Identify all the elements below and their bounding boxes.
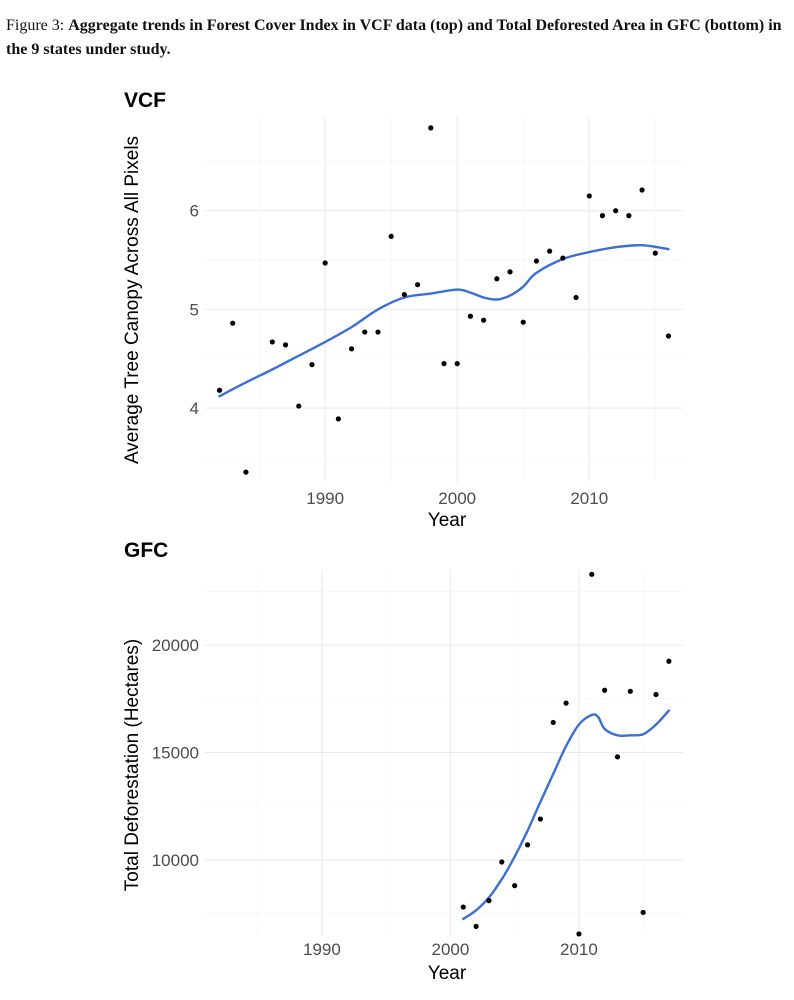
gfc-y-ticks: 10000 15000 20000: [152, 636, 199, 870]
data-point: [573, 294, 579, 301]
y-tick-label: 10000: [152, 851, 199, 870]
data-point: [460, 904, 466, 910]
data-point: [486, 898, 492, 904]
data-point: [322, 260, 328, 266]
data-point: [441, 361, 447, 367]
data-point: [589, 571, 595, 577]
data-point: [428, 125, 434, 131]
caption-text: Aggregate trends in Forest Cover Index i…: [6, 17, 782, 58]
data-point: [348, 346, 355, 352]
data-point: [309, 362, 315, 368]
x-tick-label: 2010: [560, 940, 598, 959]
vcf-points: [216, 125, 672, 475]
data-point: [524, 842, 531, 848]
data-point: [640, 909, 646, 916]
data-point: [639, 187, 645, 193]
data-point: [414, 282, 421, 288]
vcf-trend-line: [218, 243, 670, 398]
vcf-y-axis-title: Average Tree Canopy Across All Pixels: [122, 136, 143, 464]
x-tick-label: 2010: [570, 489, 608, 508]
data-point: [362, 329, 368, 335]
data-point: [494, 276, 500, 282]
gfc-x-ticks: 1990 2000 2010: [303, 940, 598, 959]
data-point: [216, 387, 223, 393]
data-point: [560, 255, 566, 261]
vcf-title: VCF: [124, 89, 166, 112]
figure-caption: Figure 3: Aggregate trends in Forest Cov…: [6, 14, 786, 62]
data-point: [401, 291, 407, 298]
y-tick-label: 6: [190, 202, 199, 221]
data-point: [602, 687, 608, 693]
data-point: [230, 320, 236, 326]
data-point: [547, 248, 553, 254]
data-point: [473, 923, 479, 930]
gfc-title: GFC: [124, 539, 168, 562]
data-point: [665, 333, 672, 339]
data-point: [653, 691, 659, 698]
gfc-y-axis-title: Total Deforestation (Hectares): [122, 639, 143, 891]
data-point: [626, 213, 632, 219]
gfc-chart: GFC 1990 2000 2010 10000 15000 20000 Year To…: [122, 539, 683, 984]
vcf-x-ticks: 1990 2000 2010: [306, 489, 608, 508]
data-point: [499, 859, 505, 865]
y-tick-label: 20000: [152, 636, 199, 655]
vcf-y-ticks: 4 5 6: [190, 202, 199, 418]
data-point: [520, 319, 526, 325]
data-point: [550, 719, 556, 726]
vcf-x-axis-title: Year: [428, 510, 467, 531]
gfc-trend-line: [462, 709, 671, 921]
y-tick-label: 15000: [152, 744, 199, 763]
data-point: [269, 339, 275, 345]
x-tick-label: 2000: [438, 489, 476, 508]
data-point: [481, 317, 487, 323]
x-tick-label: 1990: [306, 489, 344, 508]
vcf-gridlines: [205, 117, 683, 482]
gfc-gridlines: [205, 570, 683, 935]
x-tick-label: 2000: [432, 940, 470, 959]
data-point: [282, 342, 289, 348]
data-point: [507, 269, 513, 275]
data-point: [613, 208, 619, 214]
data-point: [388, 233, 394, 239]
data-point: [243, 469, 249, 475]
data-point: [599, 213, 606, 219]
data-point: [627, 688, 633, 694]
data-point: [576, 931, 582, 937]
data-point: [614, 754, 621, 760]
data-point: [454, 361, 460, 367]
data-point: [375, 329, 381, 335]
data-point: [586, 193, 592, 199]
x-tick-label: 1990: [303, 940, 341, 959]
data-point: [666, 658, 672, 664]
data-point: [563, 700, 569, 706]
data-point: [335, 416, 341, 422]
caption-prefix: Figure 3:: [6, 17, 69, 34]
y-tick-label: 4: [190, 399, 199, 418]
data-point: [537, 816, 543, 822]
vcf-chart: VCF 1990 2000 2010 4 5 6 Year Average Tree C…: [122, 89, 683, 531]
data-point: [296, 403, 302, 409]
data-point: [533, 258, 540, 264]
gfc-x-axis-title: Year: [428, 963, 467, 984]
data-point: [512, 883, 518, 889]
data-point: [467, 313, 474, 319]
y-tick-label: 5: [190, 300, 199, 319]
data-point: [652, 250, 658, 256]
gfc-points: [460, 571, 672, 937]
